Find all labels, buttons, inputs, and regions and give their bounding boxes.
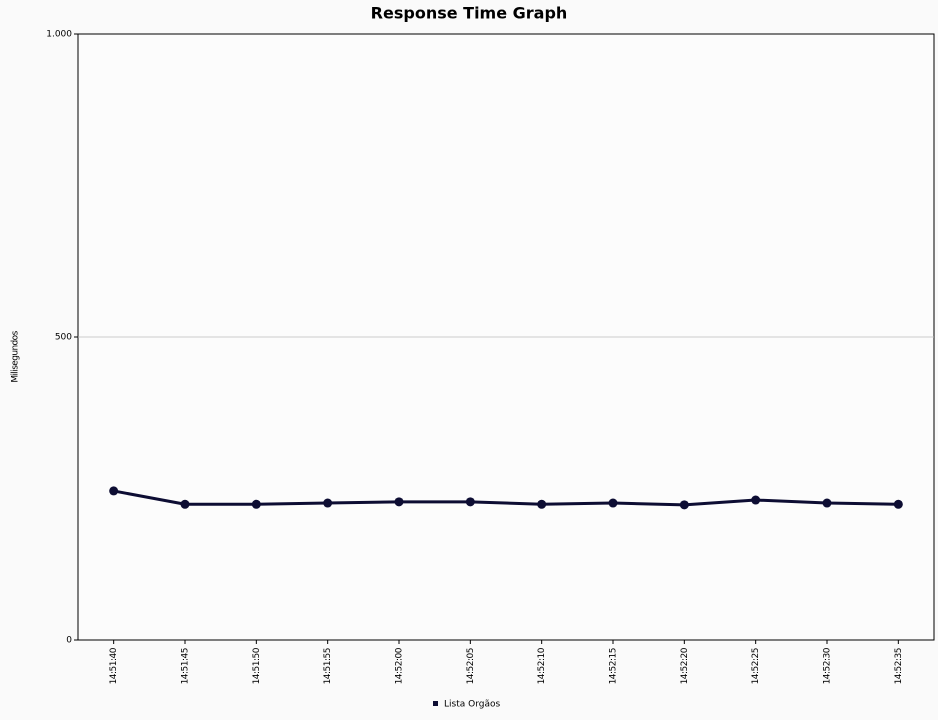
legend-label: Lista Orgãos (444, 700, 500, 710)
x-tick-label: 14:52:05 (466, 648, 476, 684)
x-tick-label: 14:51:45 (181, 648, 191, 684)
data-point (751, 495, 761, 505)
data-point (679, 500, 689, 510)
data-point (180, 499, 190, 509)
chart-title: Response Time Graph (371, 4, 568, 23)
series-line (113, 489, 899, 507)
x-tick-label: 14:52:15 (609, 648, 619, 684)
data-point (822, 498, 832, 508)
data-point (323, 498, 333, 508)
x-tick-label: 14:52:30 (823, 647, 833, 684)
data-point (465, 497, 475, 507)
data-point (251, 499, 261, 509)
legend-swatch (433, 701, 438, 706)
data-point (537, 499, 547, 509)
x-tick-label: 14:52:35 (894, 648, 904, 684)
x-tick-label: 14:52:00 (395, 647, 405, 684)
data-point (608, 498, 618, 508)
x-tick-label: 14:52:25 (751, 648, 761, 684)
data-point (893, 499, 903, 509)
x-tick-label: 14:51:55 (323, 648, 333, 684)
x-tick-label: 14:51:50 (252, 647, 262, 684)
x-tick-label: 14:52:20 (680, 647, 690, 684)
y-tick-label: 0 (66, 636, 72, 646)
y-axis-label: Milisegundos (11, 330, 21, 382)
y-tick-label: 500 (55, 333, 72, 343)
x-tick-label: 14:52:10 (537, 647, 547, 684)
y-tick-label: 1.000 (46, 30, 72, 40)
x-tick-label: 14:51:40 (109, 647, 119, 684)
data-point (394, 497, 404, 507)
data-point (109, 486, 119, 496)
